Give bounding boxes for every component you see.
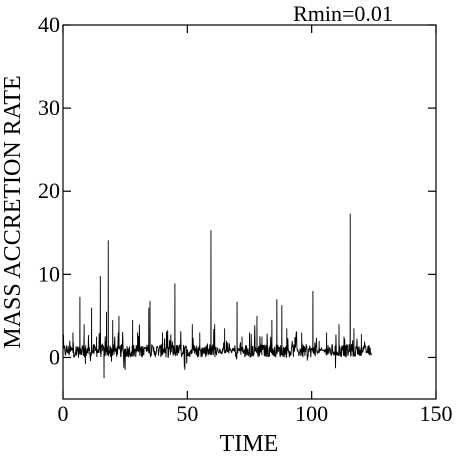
x-axis-ticks xyxy=(62,25,437,399)
y-axis-tick-labels: 0 10 20 30 40 xyxy=(38,12,60,369)
x-tick-label-100: 100 xyxy=(295,401,328,426)
series-line xyxy=(62,213,372,379)
y-tick-label-0: 0 xyxy=(49,344,60,369)
chart-title: Rmin=0.01 xyxy=(293,1,393,26)
y-tick-label-30: 30 xyxy=(38,95,60,120)
series-layer xyxy=(62,213,372,379)
plot-frame xyxy=(62,24,437,400)
x-tick-label-0: 0 xyxy=(58,401,69,426)
y-tick-label-40: 40 xyxy=(38,12,60,37)
x-tick-label-50: 50 xyxy=(176,401,198,426)
y-axis-title: MASS ACCRETION RATE xyxy=(0,75,26,348)
y-axis-ticks xyxy=(63,24,436,359)
x-tick-label-150: 150 xyxy=(420,401,453,426)
y-tick-label-10: 10 xyxy=(38,261,60,286)
y-tick-label-20: 20 xyxy=(38,178,60,203)
x-axis-tick-labels: 0 50 100 150 xyxy=(58,401,453,426)
x-axis-title: TIME xyxy=(220,431,279,456)
